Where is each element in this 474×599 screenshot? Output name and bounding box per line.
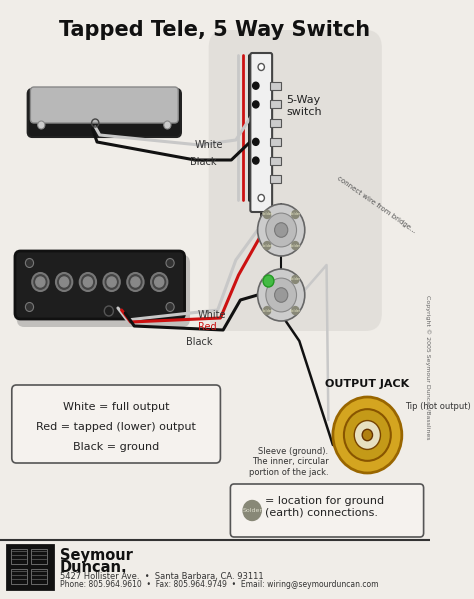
Bar xyxy=(31,569,47,584)
Text: White: White xyxy=(198,310,226,320)
FancyBboxPatch shape xyxy=(230,484,424,537)
Circle shape xyxy=(253,82,259,89)
FancyBboxPatch shape xyxy=(30,87,178,123)
Circle shape xyxy=(274,288,288,302)
Circle shape xyxy=(263,275,274,287)
Circle shape xyxy=(103,273,120,291)
Circle shape xyxy=(292,307,299,314)
Circle shape xyxy=(362,429,373,441)
Circle shape xyxy=(166,259,174,268)
Text: Black: Black xyxy=(186,337,212,347)
Text: White: White xyxy=(195,140,224,150)
Bar xyxy=(270,138,281,146)
Text: Solder: Solder xyxy=(261,308,273,313)
Text: Solder: Solder xyxy=(261,213,273,216)
Circle shape xyxy=(56,273,73,291)
Text: Red: Red xyxy=(198,322,216,332)
Circle shape xyxy=(80,273,96,291)
Circle shape xyxy=(37,121,45,129)
Text: 5-Way
switch: 5-Way switch xyxy=(287,95,322,117)
Text: Solder: Solder xyxy=(290,308,301,313)
Bar xyxy=(270,176,281,183)
Circle shape xyxy=(107,277,116,287)
Circle shape xyxy=(127,273,144,291)
Circle shape xyxy=(333,397,402,473)
Text: White = full output: White = full output xyxy=(63,402,169,412)
Bar xyxy=(270,81,281,90)
Circle shape xyxy=(36,277,45,287)
Circle shape xyxy=(264,307,271,314)
Text: Duncan.: Duncan. xyxy=(60,560,128,575)
Text: Tapped Tele, 5 Way Switch: Tapped Tele, 5 Way Switch xyxy=(59,20,371,40)
FancyBboxPatch shape xyxy=(250,53,272,212)
Circle shape xyxy=(243,501,261,521)
Circle shape xyxy=(155,277,164,287)
Text: Solder: Solder xyxy=(261,244,273,247)
Text: Phone: 805.964.9610  •  Fax: 805.964.9749  •  Email: wiring@seymourduncan.com: Phone: 805.964.9610 • Fax: 805.964.9749 … xyxy=(60,580,378,589)
Circle shape xyxy=(292,241,299,250)
Circle shape xyxy=(253,138,259,146)
FancyBboxPatch shape xyxy=(27,89,181,137)
Bar xyxy=(270,101,281,108)
Circle shape xyxy=(32,273,48,291)
Circle shape xyxy=(264,241,271,250)
Bar xyxy=(7,545,53,589)
Text: Black = ground: Black = ground xyxy=(73,442,159,452)
Bar xyxy=(11,549,27,564)
Bar xyxy=(31,549,47,564)
Circle shape xyxy=(264,210,271,219)
Text: 5427 Hollister Ave.  •  Santa Barbara, CA. 93111: 5427 Hollister Ave. • Santa Barbara, CA.… xyxy=(60,572,264,581)
Text: = location for ground
(earth) connections.: = location for ground (earth) connection… xyxy=(265,496,384,518)
Circle shape xyxy=(166,302,174,311)
FancyBboxPatch shape xyxy=(15,251,184,319)
Text: Solder: Solder xyxy=(261,277,273,282)
Text: Sleeve (ground).
The inner, circular
portion of the jack.: Sleeve (ground). The inner, circular por… xyxy=(249,447,328,477)
Text: Tip (hot output): Tip (hot output) xyxy=(404,402,470,411)
Circle shape xyxy=(26,259,34,268)
Circle shape xyxy=(60,277,69,287)
Text: Copyright © 2005 Seymour Duncan/Basslines: Copyright © 2005 Seymour Duncan/Bassline… xyxy=(425,295,431,440)
Circle shape xyxy=(253,157,259,164)
Circle shape xyxy=(257,204,305,256)
Circle shape xyxy=(257,269,305,321)
Text: Red = tapped (lower) output: Red = tapped (lower) output xyxy=(36,422,196,432)
Text: Solder: Solder xyxy=(290,213,301,216)
Text: Seymour: Seymour xyxy=(60,548,133,563)
Text: connect wire from bridge...: connect wire from bridge... xyxy=(336,175,417,234)
Text: Solder: Solder xyxy=(290,277,301,282)
Bar xyxy=(270,156,281,165)
Circle shape xyxy=(264,276,271,283)
Circle shape xyxy=(258,195,264,201)
Text: Black: Black xyxy=(191,157,217,167)
Text: OUTPUT JACK: OUTPUT JACK xyxy=(325,379,410,389)
Circle shape xyxy=(253,101,259,108)
Text: Solder: Solder xyxy=(290,244,301,247)
Circle shape xyxy=(266,278,297,312)
Circle shape xyxy=(354,420,381,449)
Circle shape xyxy=(83,277,92,287)
Bar xyxy=(270,119,281,127)
FancyBboxPatch shape xyxy=(32,91,182,133)
Circle shape xyxy=(274,223,288,237)
Circle shape xyxy=(292,210,299,219)
Circle shape xyxy=(131,277,140,287)
Circle shape xyxy=(151,273,167,291)
Circle shape xyxy=(266,213,297,247)
Circle shape xyxy=(292,276,299,283)
Circle shape xyxy=(164,121,171,129)
FancyBboxPatch shape xyxy=(209,30,382,331)
FancyBboxPatch shape xyxy=(12,385,220,463)
Bar xyxy=(11,569,27,584)
Circle shape xyxy=(344,409,391,461)
FancyBboxPatch shape xyxy=(17,255,190,327)
Circle shape xyxy=(26,302,34,311)
Circle shape xyxy=(258,63,264,71)
Text: Solder: Solder xyxy=(242,508,262,513)
